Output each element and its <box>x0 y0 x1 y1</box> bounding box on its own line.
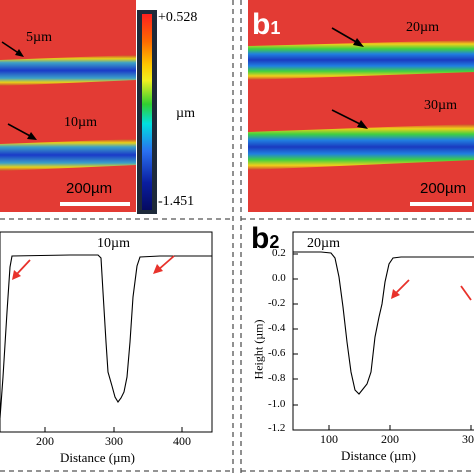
colorbar-min: -1.451 <box>158 194 195 209</box>
x-ticks-a2 <box>44 427 183 432</box>
y-tick-minus-0.4: -0.4 <box>268 322 286 334</box>
y-tick-minus-1.2: -1.2 <box>268 422 286 434</box>
label-30um: 30µm <box>424 98 457 113</box>
arrow-10um <box>7 123 37 140</box>
y-tick-minus-0.8: -0.8 <box>268 372 286 384</box>
y-tick-minus-1.0: -1.0 <box>268 398 286 410</box>
scale-bar <box>60 202 130 206</box>
y-tick-0.0: 0.0 <box>272 272 286 284</box>
x-tick-label-400: 400 <box>173 434 191 448</box>
trench-30um <box>248 124 474 170</box>
annotation-10um: 10µm <box>97 236 130 251</box>
profile-line-a2 <box>0 254 212 419</box>
red-arrow-b2-left <box>391 279 410 299</box>
scale-bar-label-b1: 200µm <box>420 180 467 197</box>
label-5um: 5µm <box>26 30 52 45</box>
panel-a2-profile: 10µm 200 300 400 Distance (µm) <box>0 222 233 472</box>
scale-bar-b1 <box>410 202 472 206</box>
arrow-30um <box>331 109 368 129</box>
arrow-5um <box>1 41 24 57</box>
x-tick-label-300: 300 <box>105 434 123 448</box>
red-arrow-a2-right <box>153 255 175 274</box>
x-tick-label-200-b2: 200 <box>381 432 399 446</box>
panel-b1-tag: b1 <box>252 8 281 41</box>
x-ticks-b2 <box>328 425 472 430</box>
x-tick-label-100: 100 <box>320 432 338 446</box>
trench-10um <box>0 139 136 171</box>
panel-b2-tag: b2 <box>251 222 280 255</box>
y-tick-minus-0.6: -0.6 <box>268 347 286 359</box>
label-20um: 20µm <box>406 20 439 35</box>
colorbar <box>137 10 157 214</box>
red-arrow-b2-right <box>460 285 472 301</box>
y-tick-0.2: 0.2 <box>272 247 286 259</box>
red-arrow-a2-left <box>12 259 31 280</box>
annotation-20um: 20µm <box>307 236 340 251</box>
panel-b1-map: 20µm 30µm 200µm <box>248 0 474 212</box>
x-axis-label-a2: Distance (µm) <box>60 450 135 465</box>
x-tick-label-30: 30 <box>462 432 474 446</box>
colorbar-max: +0.528 <box>158 10 198 25</box>
arrow-20um <box>331 27 364 47</box>
profile-line-b2 <box>293 251 474 395</box>
x-tick-label-200: 200 <box>36 434 54 448</box>
trench-20um <box>248 40 474 80</box>
scale-bar-label: 200µm <box>66 180 113 197</box>
y-tick-minus-0.2: -0.2 <box>268 297 286 309</box>
panel-a1-map: 5µm 10µm 200µm <box>0 0 136 212</box>
y-ticks-b2 <box>293 253 298 406</box>
label-10um: 10µm <box>64 115 97 130</box>
trench-5um <box>0 55 136 86</box>
x-axis-label-b2: Distance (µm) <box>341 448 416 463</box>
panel-b2-profile: b2 Height (µm) 0.2 0.0 -0.2 -0.4 -0.6 -0… <box>241 222 474 472</box>
colorbar-unit: µm <box>176 106 195 121</box>
